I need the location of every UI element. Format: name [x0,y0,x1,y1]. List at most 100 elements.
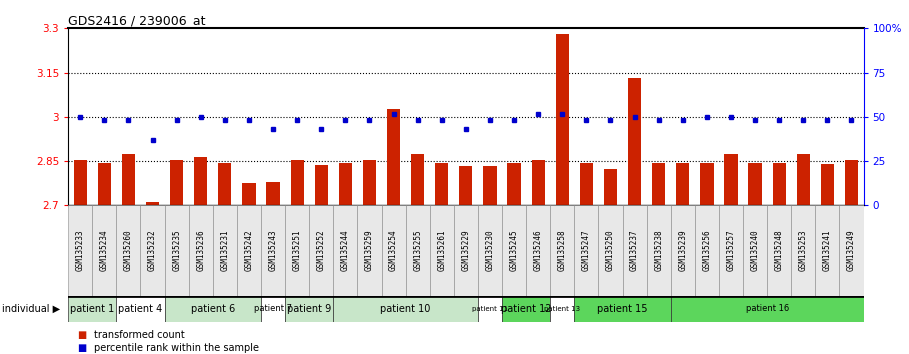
Text: patient 15: patient 15 [597,304,648,314]
Text: GSM135229: GSM135229 [462,230,470,271]
Text: GSM135258: GSM135258 [558,230,567,271]
Bar [309,205,334,296]
Text: GSM135255: GSM135255 [414,230,422,271]
Bar [532,160,544,205]
Text: GSM135257: GSM135257 [726,230,735,271]
Text: patient 11: patient 11 [472,306,508,312]
Bar [291,160,304,205]
Bar [285,205,309,296]
Bar [170,160,184,205]
Text: patient 9: patient 9 [287,304,331,314]
Bar [773,162,785,205]
Bar [676,163,689,205]
Text: patient 7: patient 7 [254,304,292,313]
Bar [213,205,237,296]
Text: patient 10: patient 10 [381,304,431,314]
Text: GSM135244: GSM135244 [341,230,350,271]
Text: GSM135236: GSM135236 [196,230,205,271]
Bar [93,205,116,296]
Bar [405,205,430,296]
Bar [266,182,280,205]
Bar [719,205,743,296]
Bar [574,296,671,321]
Bar [261,205,285,296]
Bar [165,296,261,321]
Bar [550,296,574,321]
Bar [580,163,593,205]
Text: GSM135260: GSM135260 [124,230,133,271]
Bar [74,160,87,205]
Text: patient 12: patient 12 [501,304,552,314]
Bar [526,205,550,296]
Text: GSM135256: GSM135256 [703,230,712,271]
Bar [459,166,473,205]
Bar [261,296,285,321]
Text: ■: ■ [77,343,86,353]
Text: GSM135238: GSM135238 [654,230,664,271]
Bar [502,205,526,296]
Bar [574,205,598,296]
Bar [435,163,448,205]
Text: GSM135231: GSM135231 [220,230,229,271]
Text: GSM135240: GSM135240 [751,230,760,271]
Bar [334,205,357,296]
Text: GSM135234: GSM135234 [100,230,109,271]
Text: GSM135254: GSM135254 [389,230,398,271]
Bar [502,296,550,321]
Bar [387,109,400,205]
Text: GSM135251: GSM135251 [293,230,302,271]
Bar [796,154,810,205]
Text: GSM135261: GSM135261 [437,230,446,271]
Text: patient 6: patient 6 [191,304,235,314]
Bar [478,296,502,321]
Text: GDS2416 / 239006_at: GDS2416 / 239006_at [68,14,205,27]
Bar [146,202,159,205]
Bar [550,205,574,296]
Text: GSM135243: GSM135243 [268,230,277,271]
Bar [700,163,714,205]
Text: GSM135249: GSM135249 [847,230,856,271]
Bar [604,169,617,205]
Bar [237,205,261,296]
Bar [815,205,839,296]
Bar [623,205,646,296]
Text: GSM135230: GSM135230 [485,230,494,271]
Text: patient 13: patient 13 [544,306,580,312]
Text: GSM135237: GSM135237 [630,230,639,271]
Text: GSM135241: GSM135241 [823,230,832,271]
Bar [382,205,405,296]
Bar [218,162,232,205]
Text: patient 1: patient 1 [70,304,115,314]
Bar [478,205,502,296]
Bar [694,205,719,296]
Text: GSM135239: GSM135239 [678,230,687,271]
Bar [411,154,425,205]
Bar [363,160,376,205]
Bar [839,205,864,296]
Bar [165,205,189,296]
Bar [598,205,623,296]
Bar [454,205,478,296]
Bar [68,205,93,296]
Bar [116,205,141,296]
Text: GSM135233: GSM135233 [75,230,85,271]
Text: patient 16: patient 16 [745,304,789,313]
Bar [671,296,864,321]
Bar [116,296,165,321]
Text: patient 4: patient 4 [118,304,163,314]
Bar [339,162,352,205]
Bar [315,166,328,205]
Bar [628,79,641,205]
Bar [646,205,671,296]
Text: GSM135245: GSM135245 [510,230,518,271]
Bar [821,164,834,205]
Text: GSM135253: GSM135253 [799,230,808,271]
Text: GSM135247: GSM135247 [582,230,591,271]
Bar [748,162,762,205]
Bar [671,205,694,296]
Bar [767,205,791,296]
Bar [334,296,478,321]
Bar [141,205,165,296]
Bar [285,296,334,321]
Bar [97,162,111,205]
